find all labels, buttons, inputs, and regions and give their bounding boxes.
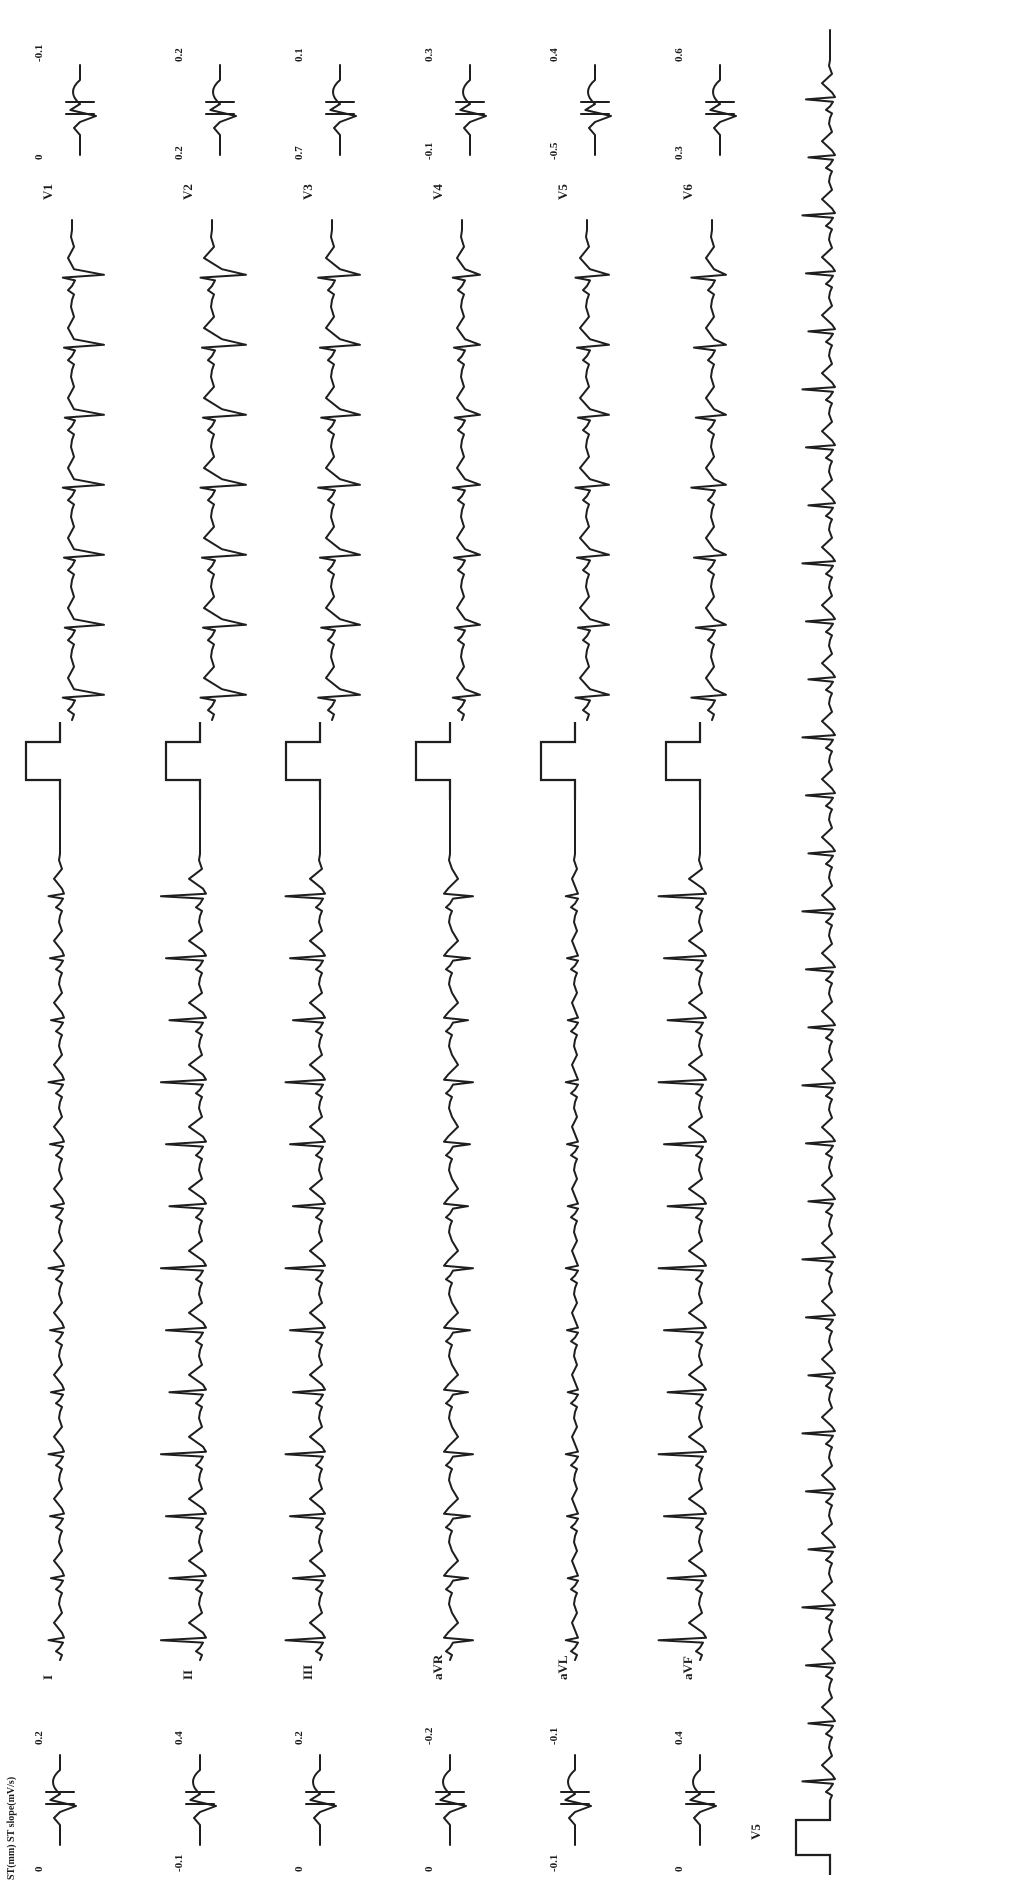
st-value-left-v2: 0.2: [173, 146, 185, 160]
calibration-pulse-row-3: [284, 722, 322, 800]
lead-labels: 0 0.2 I -0.1 0.4 II 0 0.2 III 0 -0.2 aVR -0.1 -0.1 aVL…: [33, 45, 763, 1872]
st-value-right-v5: 0.4: [548, 48, 560, 62]
st-value-left-avl: -0.1: [548, 1855, 560, 1872]
trace-limb-i: [47, 799, 65, 1661]
mini-marks-ii: [185, 1791, 215, 1805]
mini-beat-avl: [564, 1754, 592, 1846]
lead-label-rhythm: V5: [748, 1824, 763, 1840]
st-value-left-avr: 0: [423, 1866, 435, 1872]
st-value-left-ii: -0.1: [173, 1855, 185, 1872]
st-value-right-avl: -0.1: [548, 1728, 560, 1745]
calibration-pulse-row-4: [414, 722, 452, 800]
mini-beat-avf: [689, 1754, 717, 1846]
calibration-pulse-row-1: [24, 722, 62, 800]
st-value-right-v3: 0.1: [293, 48, 305, 62]
st-value-right-v4: 0.3: [423, 48, 435, 62]
lead-label-v5: V5: [555, 184, 570, 200]
mini-beat-v3: [329, 64, 357, 156]
mini-marks-avr: [435, 1791, 465, 1805]
trace-chest-v1: [61, 219, 105, 721]
lead-label-iii: III: [300, 1665, 315, 1680]
calibration-pulse-row-5: [539, 722, 577, 800]
header-area: ST(mm) ST slope(mV/s): [6, 1777, 17, 1880]
st-value-left-v4: -0.1: [423, 143, 435, 160]
mini-beat-avr: [439, 1754, 467, 1846]
lead-label-i: I: [40, 1675, 55, 1680]
st-value-left-v1: 0: [33, 154, 45, 160]
lead-label-v3: V3: [300, 184, 315, 200]
lead-label-ii: II: [180, 1670, 195, 1680]
st-value-left-v3: 0.7: [293, 146, 305, 160]
mini-marks-i: [45, 1791, 75, 1805]
mini-beat-iii: [309, 1754, 337, 1846]
mini-beat-v5: [584, 64, 612, 156]
mini-beat-v4: [459, 64, 487, 156]
st-value-left-v6: 0.3: [673, 146, 685, 160]
mini-beat-ii: [189, 1754, 217, 1846]
mini-beat-v1: [69, 64, 97, 156]
st-value-right-avr: -0.2: [423, 1727, 435, 1745]
st-value-left-v5: -0.5: [548, 142, 560, 160]
lead-label-avl: aVL: [555, 1655, 570, 1680]
st-value-right-ii: 0.4: [173, 1731, 185, 1745]
trace-chest-v6: [690, 219, 727, 721]
lead-label-v6: V6: [680, 184, 695, 200]
mini-marks-v3: [325, 101, 355, 115]
lead-label-avf: aVF: [680, 1656, 695, 1680]
lead-label-v4: V4: [430, 184, 445, 200]
mini-marks-avl: [560, 1791, 590, 1805]
ecg-traces: [45, 29, 836, 1846]
trace-rhythm-v5: [801, 29, 836, 1801]
trace-chest-v4: [451, 219, 481, 721]
trace-limb-avl: [564, 799, 579, 1661]
trace-limb-iii: [284, 799, 326, 1661]
st-value-right-iii: 0.2: [293, 1731, 305, 1745]
mini-marks-iii: [305, 1791, 335, 1805]
lead-label-v2: V2: [180, 184, 195, 200]
st-value-right-avf: 0.4: [673, 1731, 685, 1745]
st-value-right-v2: 0.2: [173, 48, 185, 62]
lead-label-avr: aVR: [430, 1654, 445, 1680]
mini-marks-v1: [65, 101, 95, 115]
mini-marks-v6: [705, 101, 735, 115]
trace-chest-v2: [199, 219, 247, 721]
trace-chest-v3: [317, 219, 361, 721]
st-value-right-v6: 0.6: [673, 48, 685, 62]
st-value-right-v1: -0.1: [33, 45, 45, 62]
trace-limb-avf: [657, 799, 707, 1661]
trace-chest-v5: [574, 219, 610, 721]
calibration-pulse-row-2: [164, 722, 202, 800]
st-value-right-i: 0.2: [33, 1731, 45, 1745]
trace-limb-ii: [159, 799, 207, 1661]
mini-marks-avf: [685, 1791, 715, 1805]
mini-beat-v6: [709, 64, 737, 156]
calibration-pulses: [24, 722, 832, 1875]
mini-marks-v5: [580, 101, 610, 115]
header-text: ST(mm) ST slope(mV/s): [6, 1777, 17, 1880]
st-value-left-iii: 0: [293, 1866, 305, 1872]
mini-marks-v2: [205, 101, 235, 115]
mini-beat-i: [49, 1754, 77, 1846]
calibration-pulse-row-6: [664, 722, 702, 800]
lead-label-v1: V1: [40, 184, 55, 200]
st-value-left-i: 0: [33, 1866, 45, 1872]
calibration-pulse-rhythm: [794, 1800, 832, 1875]
trace-limb-avr: [443, 799, 474, 1661]
st-value-left-avf: 0: [673, 1866, 685, 1872]
mini-marks-v4: [455, 101, 485, 115]
mini-beat-v2: [209, 64, 237, 156]
